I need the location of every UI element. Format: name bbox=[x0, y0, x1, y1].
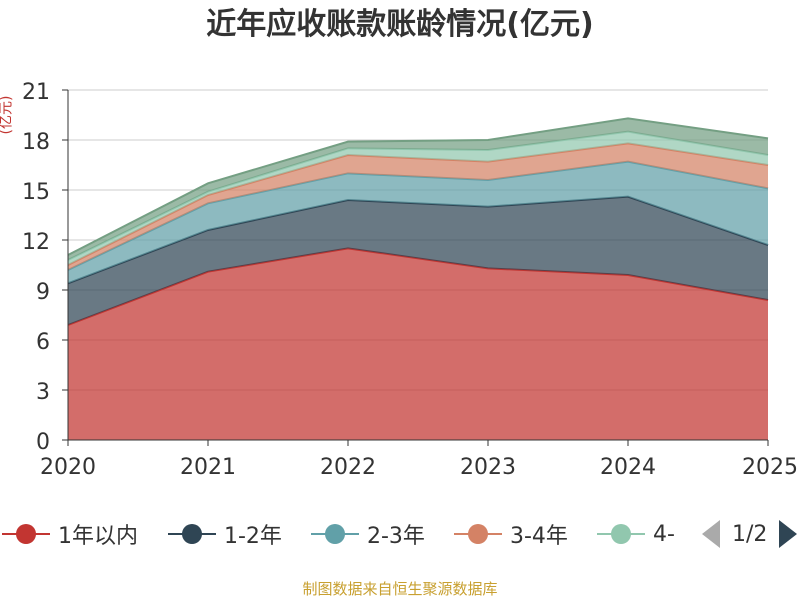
legend-circle-icon bbox=[325, 524, 345, 544]
legend-item-3[interactable]: 2-3年 bbox=[311, 516, 425, 552]
y-tick-label: 6 bbox=[36, 330, 50, 355]
x-tick-label: 2021 bbox=[180, 455, 236, 480]
legend-label: 4- bbox=[653, 521, 675, 547]
x-tick-label: 2025 bbox=[742, 455, 798, 480]
area-series-5[interactable] bbox=[68, 131, 768, 265]
legend-page-indicator: 1/2 bbox=[732, 521, 768, 547]
legend-pager: 1/2 bbox=[702, 516, 798, 552]
legend-item-4[interactable]: 3-4年 bbox=[454, 516, 568, 552]
y-tick-label: 21 bbox=[22, 80, 50, 105]
axes bbox=[62, 89, 769, 446]
y-tick-label: 9 bbox=[36, 280, 50, 305]
x-tick-label: 2023 bbox=[460, 455, 516, 480]
legend-item-5[interactable]: 4- bbox=[597, 516, 675, 552]
chart-title: 近年应收账款账龄情况(亿元) bbox=[206, 7, 594, 42]
area-series-1[interactable] bbox=[68, 248, 768, 440]
legend-label: 3-4年 bbox=[510, 524, 568, 549]
x-tick-label: 2024 bbox=[600, 455, 656, 480]
data-source-note: 制图数据来自恒生聚源数据库 bbox=[302, 580, 498, 598]
y-tick-label: 15 bbox=[22, 180, 50, 205]
legend-item-1[interactable]: 1年以内 bbox=[2, 516, 138, 552]
legend-label: 2-3年 bbox=[367, 524, 425, 549]
legend-circle-icon bbox=[468, 524, 488, 544]
legend-circle-icon bbox=[16, 524, 36, 544]
legend-circle-icon bbox=[182, 524, 202, 544]
y-tick-label: 0 bbox=[36, 430, 50, 455]
series-areas bbox=[67, 117, 769, 440]
area-series-6[interactable] bbox=[68, 118, 768, 260]
next-page-icon[interactable] bbox=[779, 520, 798, 548]
area-series-3[interactable] bbox=[68, 161, 768, 284]
legend-item-2[interactable]: 1-2年 bbox=[168, 516, 282, 552]
legend-circle-icon bbox=[611, 524, 631, 544]
x-tick-label: 2022 bbox=[320, 455, 376, 480]
y-tick-label: 18 bbox=[22, 130, 50, 155]
x-tick-labels: 2020 2021 2022 2023 2024 2025 bbox=[40, 455, 798, 480]
y-tick-label: 12 bbox=[22, 230, 50, 255]
legend-label: 1年以内 bbox=[58, 524, 138, 549]
y-tick-labels: 0 3 6 9 12 15 18 21 bbox=[22, 80, 50, 455]
legend: 1年以内 1-2年 2-3年 3-4年 4- 1/2 bbox=[0, 516, 800, 552]
area-series-4[interactable] bbox=[68, 143, 768, 270]
y-tick-label: 3 bbox=[36, 380, 50, 405]
prev-page-icon[interactable] bbox=[702, 520, 720, 548]
legend-label: 1-2年 bbox=[224, 524, 282, 549]
area-series-2[interactable] bbox=[68, 196, 768, 325]
series-line-6 bbox=[67, 117, 769, 256]
x-tick-label: 2020 bbox=[40, 455, 96, 480]
